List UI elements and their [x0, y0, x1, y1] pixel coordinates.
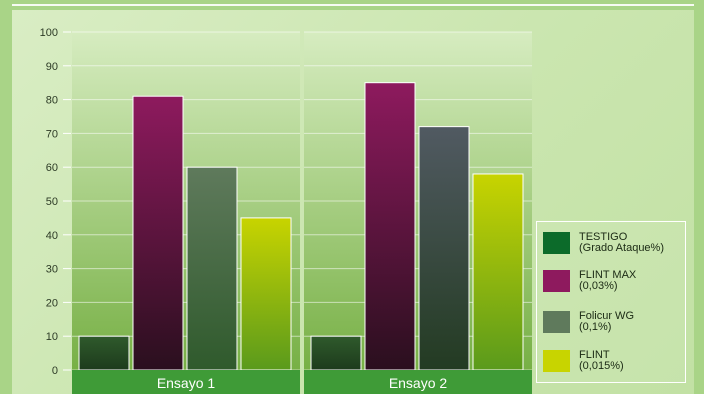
legend-label-line1: FLINT MAX	[579, 269, 637, 281]
y-tick-label: 0	[52, 365, 58, 377]
y-tick-label: 70	[46, 128, 58, 140]
legend-label: Folicur WG (0,1%)	[579, 311, 634, 333]
legend-label-line2: (0,1%)	[579, 321, 612, 333]
legend-item: FLINT MAX (0,03%)	[543, 270, 636, 292]
legend-item: TESTIGO (Grado Ataque%)	[543, 232, 664, 254]
legend-swatch	[543, 270, 570, 292]
bar	[78, 335, 130, 371]
legend-label-line2: (Grado Ataque%)	[579, 242, 664, 254]
y-tick-label: 30	[46, 264, 58, 276]
category-band	[304, 370, 532, 394]
legend-item: Folicur WG (0,1%)	[543, 311, 634, 333]
legend-label-line1: TESTIGO	[579, 231, 628, 243]
top-divider	[12, 4, 694, 6]
category-band	[72, 370, 300, 394]
category-label: Ensayo 2	[389, 375, 448, 391]
legend-label: FLINT MAX (0,03%)	[579, 270, 636, 292]
y-tick-label: 20	[46, 297, 58, 309]
legend-item: FLINT (0,015%)	[543, 350, 624, 372]
legend-swatch	[543, 311, 570, 333]
bar	[132, 95, 184, 371]
bar	[364, 82, 416, 371]
y-tick-label: 80	[46, 95, 58, 107]
category-label: Ensayo 1	[157, 375, 216, 391]
legend-label-line1: FLINT	[579, 349, 610, 361]
legend-label: TESTIGO (Grado Ataque%)	[579, 232, 664, 254]
chart-legend: TESTIGO (Grado Ataque%) FLINT MAX (0,03%) Fo…	[536, 221, 686, 383]
y-tick-label: 10	[46, 331, 58, 343]
legend-swatch	[543, 350, 570, 372]
legend-label-line1: Folicur WG	[579, 310, 634, 322]
bar	[310, 335, 362, 371]
y-tick-label: 100	[40, 27, 58, 39]
legend-label: FLINT (0,015%)	[579, 350, 624, 372]
bar	[418, 126, 470, 371]
legend-label-line2: (0,03%)	[579, 280, 618, 292]
y-tick-label: 40	[46, 230, 58, 242]
legend-label-line2: (0,015%)	[579, 360, 624, 372]
y-tick-label: 50	[46, 196, 58, 208]
bar	[472, 173, 524, 371]
y-tick-label: 60	[46, 162, 58, 174]
y-tick-label: 90	[46, 61, 58, 73]
legend-swatch	[543, 232, 570, 254]
bar	[186, 166, 238, 371]
bar	[240, 217, 292, 371]
